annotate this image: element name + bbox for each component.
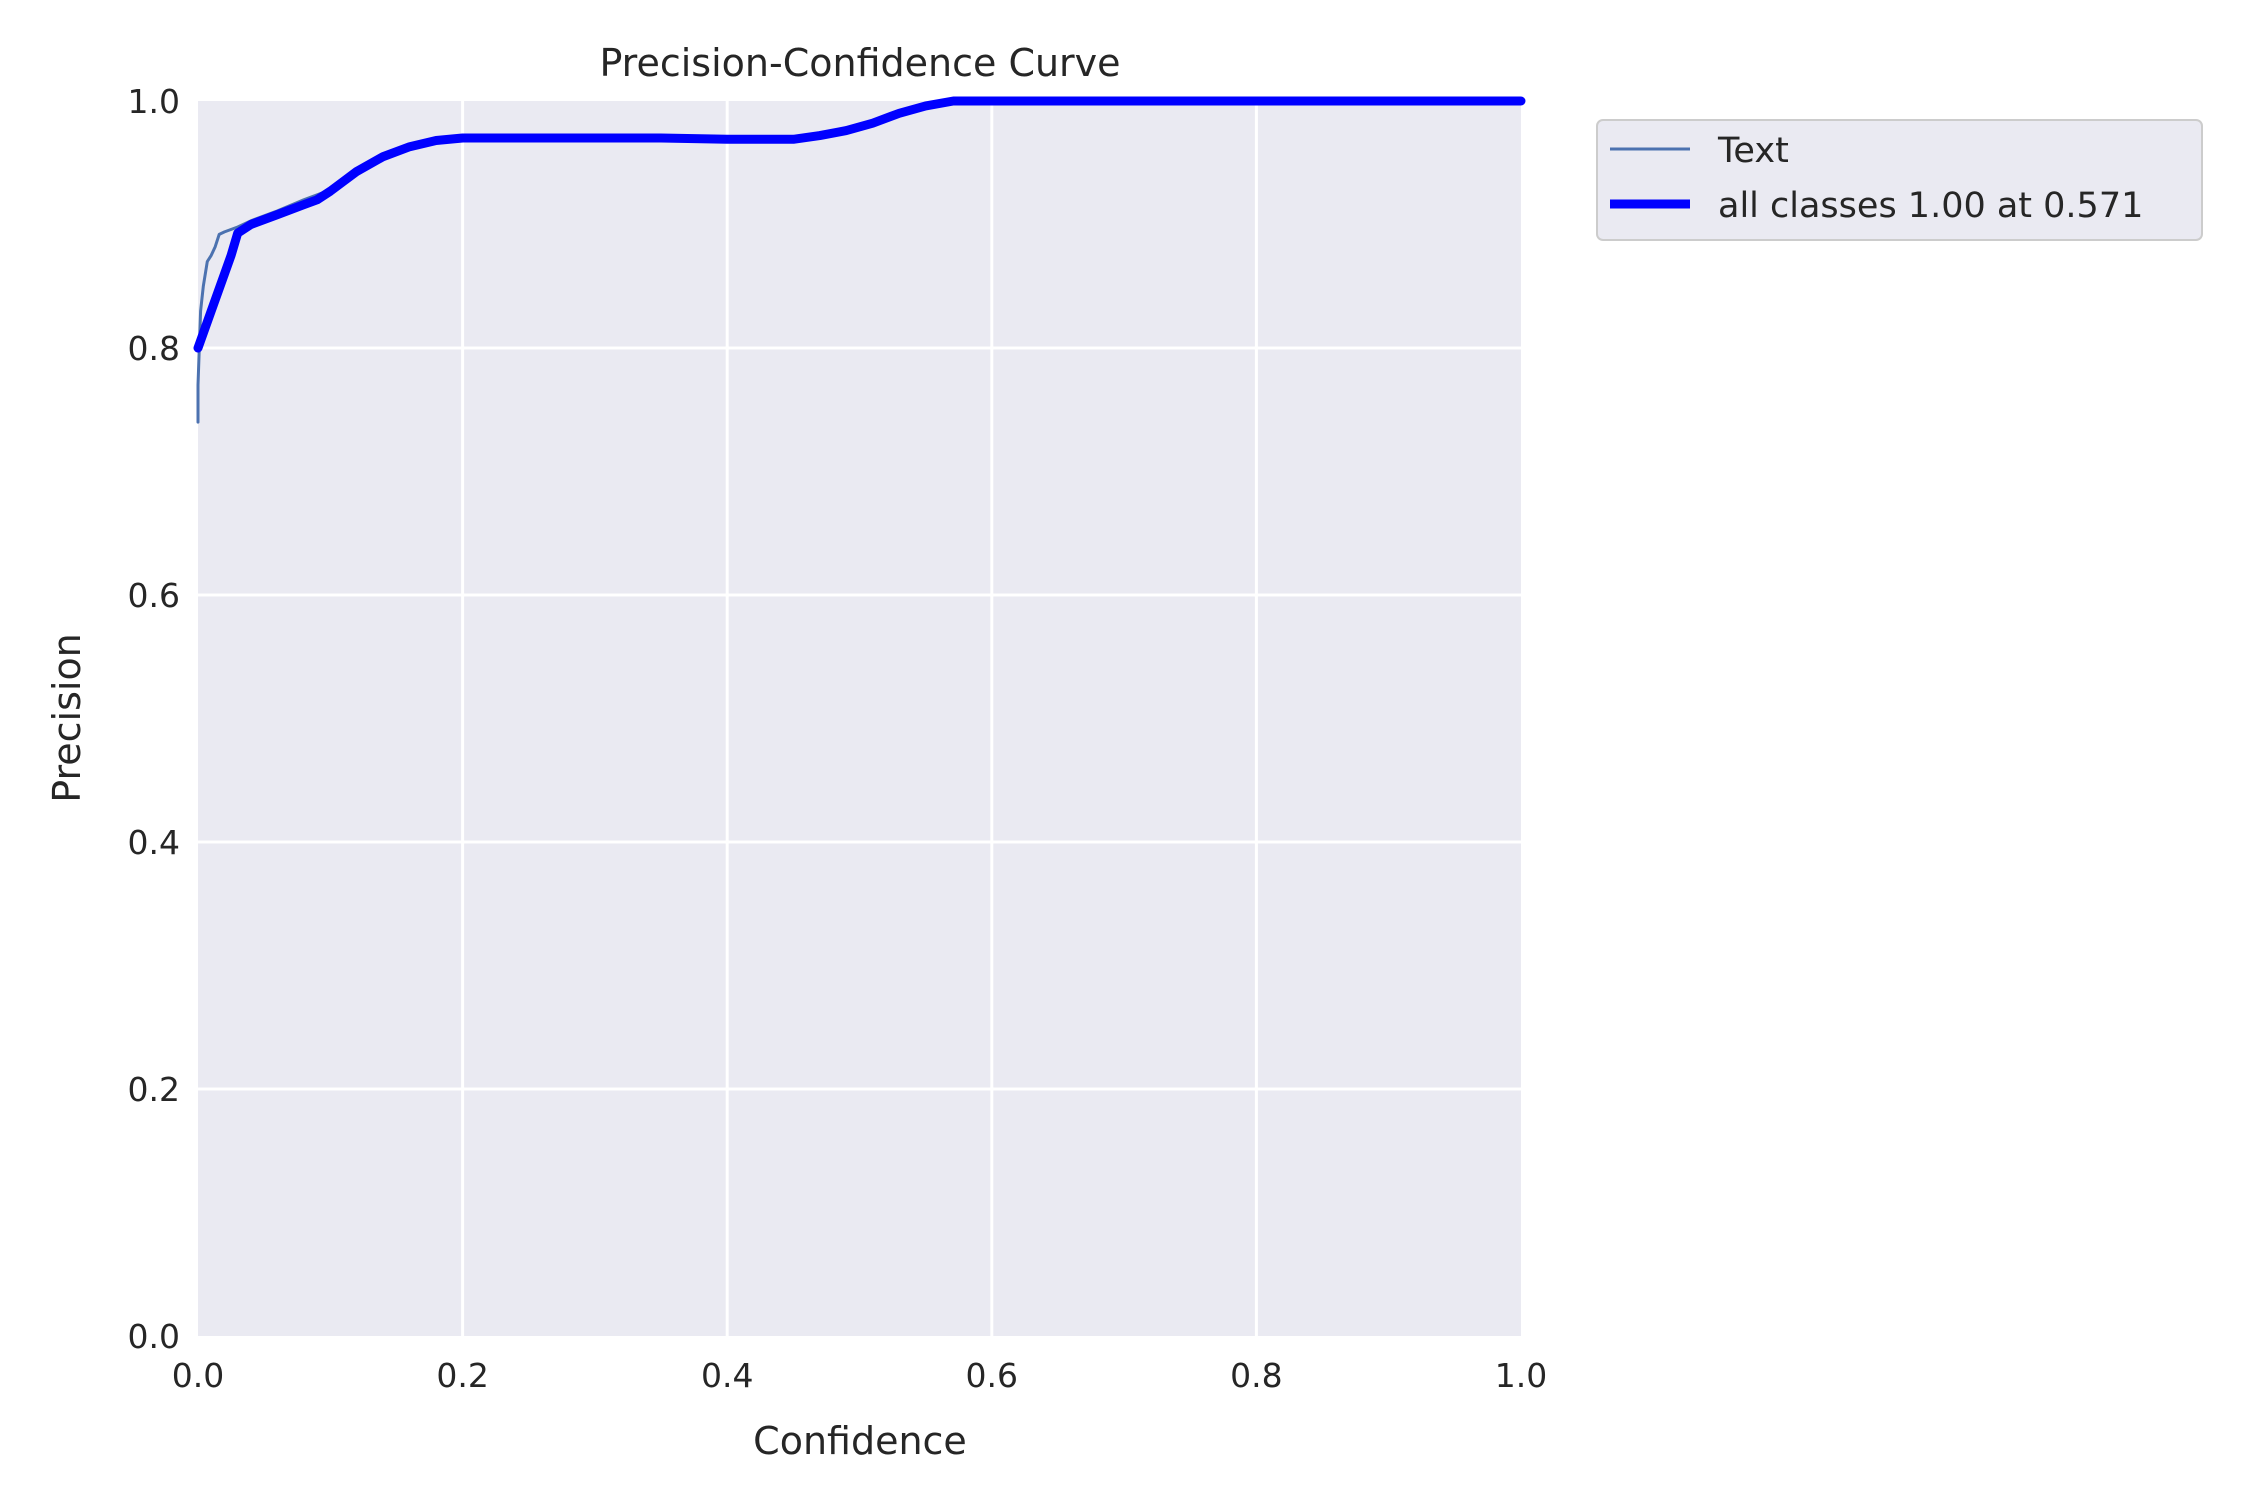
series-lines	[193, 96, 1526, 424]
legend-label-all-classes: all classes 1.00 at 0.571	[1718, 186, 2143, 226]
chart-title: Precision-Confidence Curve	[599, 41, 1120, 85]
x-tick-label: 0.2	[436, 1356, 488, 1395]
y-tick-label: 1.0	[128, 82, 180, 121]
y-axis-label: Precision	[45, 633, 89, 803]
plot-background	[198, 101, 1521, 1336]
y-tick-label: 0.4	[128, 823, 180, 862]
x-tick-label: 0.4	[701, 1356, 753, 1395]
x-tick-label: 1.0	[1495, 1356, 1547, 1395]
x-tick-label: 0.0	[172, 1356, 224, 1395]
legend-box	[1596, 119, 2203, 241]
x-tick-label: 0.8	[1230, 1356, 1282, 1395]
legend: Text all classes 1.00 at 0.571	[1596, 119, 2203, 241]
x-tick-label: 0.6	[966, 1356, 1018, 1395]
x-tick-labels: 0.0 0.2 0.4 0.6 0.8 1.0	[172, 1356, 1547, 1395]
grid-lines	[198, 101, 1521, 1336]
y-tick-label: 0.6	[128, 576, 180, 615]
series-line-all-classes	[193, 96, 1526, 353]
y-tick-label: 0.2	[128, 1070, 180, 1109]
x-axis-label: Confidence	[753, 1419, 967, 1463]
legend-label-text: Text	[1717, 131, 1789, 171]
y-tick-label: 0.8	[128, 329, 180, 368]
y-tick-labels: 0.0 0.2 0.4 0.6 0.8 1.0	[128, 82, 180, 1356]
y-tick-label: 0.0	[128, 1317, 180, 1356]
